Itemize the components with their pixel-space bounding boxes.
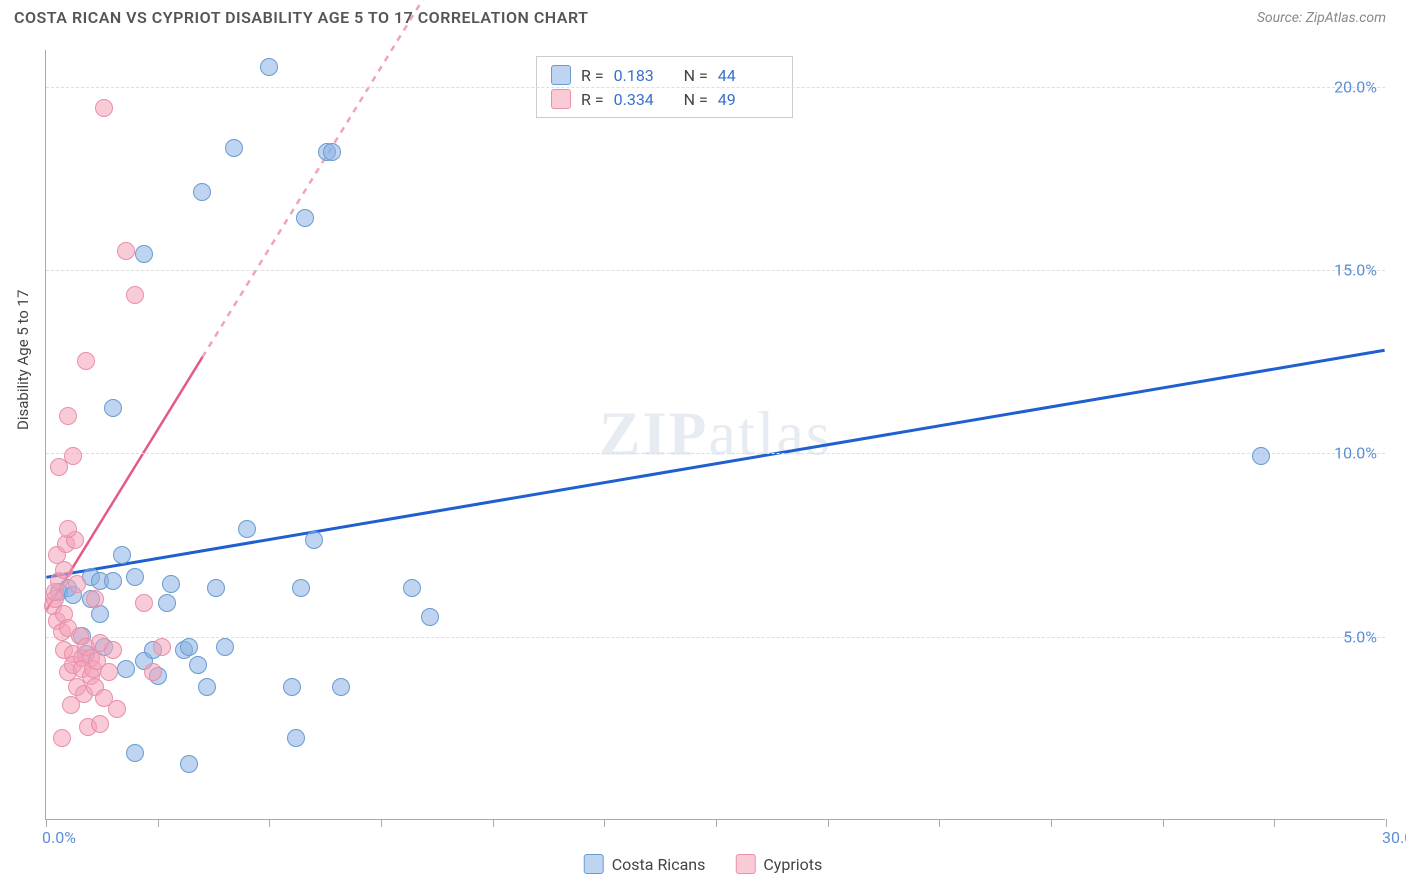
scatter-point xyxy=(292,579,310,597)
scatter-point xyxy=(59,407,77,425)
scatter-point xyxy=(104,399,122,417)
r-value: 0.183 xyxy=(614,66,674,85)
y-tick-label: 5.0% xyxy=(1343,627,1377,646)
scatter-point xyxy=(225,139,243,157)
legend-swatch xyxy=(551,89,571,109)
x-tick xyxy=(939,819,940,827)
source-label: Source: ZipAtlas.com xyxy=(1257,10,1386,26)
x-tick xyxy=(1163,819,1164,827)
scatter-point xyxy=(55,561,73,579)
scatter-point xyxy=(153,638,171,656)
gridline-h xyxy=(46,453,1385,454)
scatter-point xyxy=(332,678,350,696)
chart-header: COSTA RICAN VS CYPRIOT DISABILITY AGE 5 … xyxy=(0,0,1406,31)
x-tick xyxy=(269,819,270,827)
x-tick xyxy=(46,819,47,827)
x-tick xyxy=(1386,819,1387,827)
y-tick-label: 20.0% xyxy=(1334,77,1377,96)
legend-swatch xyxy=(584,854,604,874)
scatter-point xyxy=(108,700,126,718)
scatter-point xyxy=(207,579,225,597)
scatter-point xyxy=(113,546,131,564)
x-tick xyxy=(604,819,605,827)
legend-swatch xyxy=(735,854,755,874)
gridline-h xyxy=(46,87,1385,88)
y-tick-label: 15.0% xyxy=(1334,261,1377,280)
gridline-h xyxy=(46,637,1385,638)
x-tick-label: 0.0% xyxy=(42,828,76,847)
x-tick xyxy=(493,819,494,827)
trend-lines xyxy=(46,50,1385,819)
r-value: 0.334 xyxy=(614,90,674,109)
y-tick-label: 10.0% xyxy=(1334,444,1377,463)
scatter-point xyxy=(68,575,86,593)
n-value: 49 xyxy=(718,90,778,109)
n-label: N = xyxy=(684,66,708,85)
scatter-point xyxy=(104,641,122,659)
x-tick xyxy=(828,819,829,827)
scatter-point xyxy=(180,638,198,656)
scatter-point xyxy=(287,729,305,747)
x-tick-label: 30.0% xyxy=(1382,828,1406,847)
scatter-point xyxy=(260,58,278,76)
scatter-point xyxy=(198,678,216,696)
trend-line xyxy=(46,350,1384,577)
x-tick xyxy=(1051,819,1052,827)
plot-area: ZIPatlas R =0.183N =44R =0.334N =49 5.0%… xyxy=(45,50,1385,820)
scatter-point xyxy=(117,660,135,678)
scatter-point xyxy=(193,183,211,201)
scatter-point xyxy=(135,245,153,263)
scatter-point xyxy=(104,572,122,590)
scatter-point xyxy=(189,656,207,674)
r-label: R = xyxy=(581,66,604,85)
x-tick xyxy=(1274,819,1275,827)
legend-label: Costa Ricans xyxy=(612,855,706,874)
scatter-point xyxy=(86,590,104,608)
chart-title: COSTA RICAN VS CYPRIOT DISABILITY AGE 5 … xyxy=(14,8,588,27)
gridline-h xyxy=(46,270,1385,271)
n-value: 44 xyxy=(718,66,778,85)
scatter-point xyxy=(64,447,82,465)
scatter-point xyxy=(126,744,144,762)
scatter-point xyxy=(238,520,256,538)
scatter-point xyxy=(100,663,118,681)
legend-item: Costa Ricans xyxy=(584,854,706,874)
scatter-point xyxy=(126,286,144,304)
stats-row: R = 0.183 N = 44 xyxy=(551,63,778,87)
y-axis-title: Disability Age 5 to 17 xyxy=(14,290,32,430)
stats-row: R = 0.334 N = 49 xyxy=(551,87,778,111)
scatter-point xyxy=(53,729,71,747)
x-tick xyxy=(381,819,382,827)
scatter-point xyxy=(117,242,135,260)
n-label: N = xyxy=(684,90,708,109)
scatter-point xyxy=(95,99,113,117)
scatter-point xyxy=(421,608,439,626)
scatter-point xyxy=(283,678,301,696)
scatter-point xyxy=(135,594,153,612)
r-label: R = xyxy=(581,90,604,109)
scatter-point xyxy=(158,594,176,612)
legend-swatch xyxy=(551,65,571,85)
trend-line xyxy=(203,0,426,357)
scatter-point xyxy=(91,715,109,733)
scatter-point xyxy=(59,520,77,538)
scatter-point xyxy=(126,568,144,586)
scatter-point xyxy=(216,638,234,656)
legend-item: Cypriots xyxy=(735,854,822,874)
x-tick xyxy=(158,819,159,827)
scatter-point xyxy=(1252,447,1270,465)
scatter-point xyxy=(323,143,341,161)
scatter-point xyxy=(305,531,323,549)
scatter-point xyxy=(180,755,198,773)
scatter-point xyxy=(77,352,95,370)
bottom-legend: Costa Ricans Cypriots xyxy=(584,854,823,874)
scatter-point xyxy=(296,209,314,227)
legend-label: Cypriots xyxy=(763,855,822,874)
x-tick xyxy=(716,819,717,827)
scatter-point xyxy=(162,575,180,593)
scatter-point xyxy=(144,663,162,681)
scatter-point xyxy=(403,579,421,597)
